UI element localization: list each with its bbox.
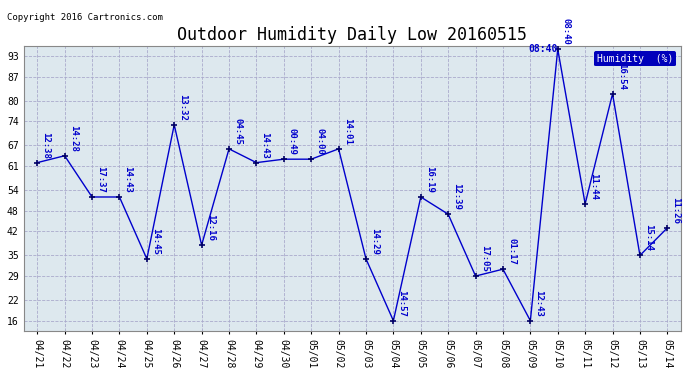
Text: 13:32: 13:32 [179, 94, 188, 121]
Text: 00:49: 00:49 [288, 128, 297, 155]
Text: 15:14: 15:14 [644, 224, 653, 251]
Text: 14:45: 14:45 [151, 228, 160, 255]
Text: 12:38: 12:38 [41, 132, 50, 159]
Text: 14:29: 14:29 [370, 228, 380, 255]
Text: 11:44: 11:44 [589, 173, 598, 200]
Text: 17:37: 17:37 [96, 166, 105, 193]
Text: 16:54: 16:54 [617, 63, 626, 90]
Text: 08:40: 08:40 [529, 44, 558, 54]
Text: Copyright 2016 Cartronics.com: Copyright 2016 Cartronics.com [7, 13, 163, 22]
Text: 11:26: 11:26 [671, 197, 680, 224]
Text: 04:45: 04:45 [233, 118, 242, 145]
Text: 08:40: 08:40 [562, 18, 571, 45]
Text: 14:01: 14:01 [343, 118, 352, 145]
Text: 12:39: 12:39 [453, 183, 462, 210]
Text: 14:28: 14:28 [69, 125, 78, 152]
Text: 04:00: 04:00 [315, 128, 324, 155]
Title: Outdoor Humidity Daily Low 20160515: Outdoor Humidity Daily Low 20160515 [177, 26, 527, 44]
Text: 14:43: 14:43 [124, 166, 132, 193]
Text: 12:16: 12:16 [206, 214, 215, 241]
Text: 14:57: 14:57 [397, 290, 406, 316]
Legend: Humidity  (%): Humidity (%) [594, 51, 676, 66]
Text: 14:43: 14:43 [261, 132, 270, 159]
Text: 17:05: 17:05 [480, 245, 489, 272]
Text: 12:43: 12:43 [535, 290, 544, 316]
Text: 01:17: 01:17 [507, 238, 516, 265]
Text: 16:19: 16:19 [425, 166, 434, 193]
